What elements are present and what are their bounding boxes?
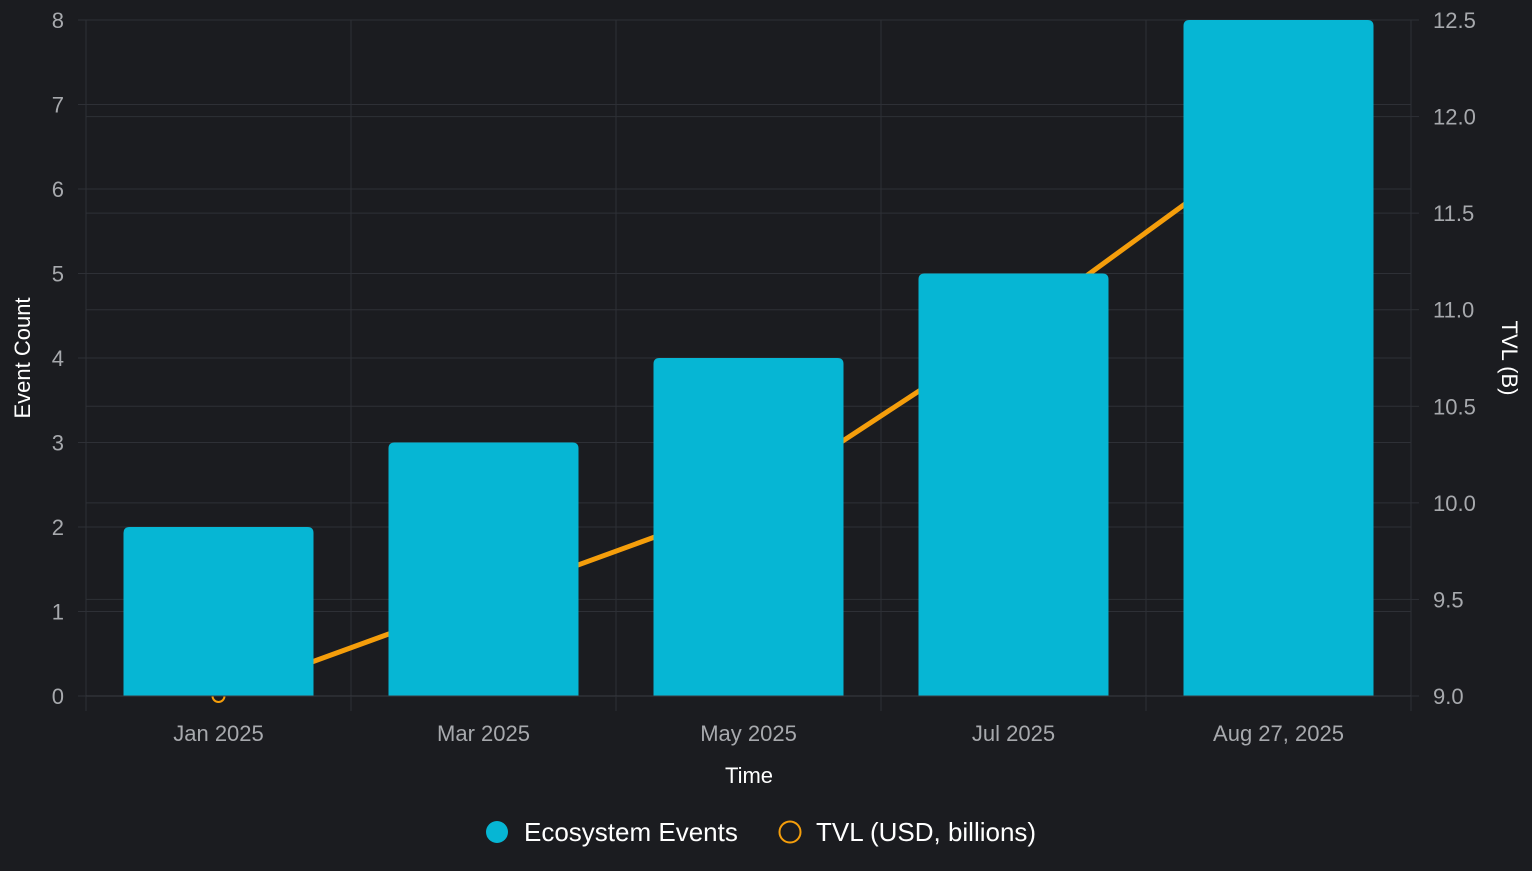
y-axis-title: Event Count [10, 297, 35, 418]
y-right-tick-label: 11.5 [1433, 201, 1474, 226]
y-tick-label: 2 [52, 515, 64, 540]
y-tick-label: 7 [52, 93, 64, 118]
y-tick-label: 8 [52, 8, 64, 33]
legend: Ecosystem Events TVL (USD, billions) [486, 817, 1036, 847]
y-right-tick-label: 11.0 [1433, 298, 1474, 323]
y-tick-label: 1 [52, 600, 64, 625]
y-right-tick-label: 10.5 [1433, 394, 1476, 419]
x-tick-label: Mar 2025 [437, 721, 530, 746]
event-bar[interactable] [653, 358, 844, 696]
y-right-tick-label: 12.5 [1433, 8, 1476, 33]
event-bar[interactable] [388, 442, 579, 697]
x-tick-label: May 2025 [700, 721, 797, 746]
y-tick-label: 3 [52, 431, 64, 456]
y-tick-label: 5 [52, 262, 64, 287]
legend-item-tvl[interactable]: TVL (USD, billions) [778, 817, 1037, 847]
legend-item-ecosystem-events[interactable]: Ecosystem Events [486, 817, 738, 847]
y-right-tick-label: 9.5 [1433, 587, 1464, 612]
y-axis-right-title: TVL (B) [1497, 321, 1522, 396]
x-tick-label: Jul 2025 [972, 721, 1055, 746]
x-tick-label: Jan 2025 [173, 721, 264, 746]
y-tick-label: 6 [52, 177, 64, 202]
event-bar[interactable] [1183, 20, 1374, 696]
y-right-tick-label: 9.0 [1433, 684, 1464, 709]
x-tick-label: Aug 27, 2025 [1213, 721, 1344, 746]
legend-label-tvl: TVL (USD, billions) [816, 817, 1036, 847]
legend-swatch-tvl [778, 820, 802, 844]
event-bar-series [123, 20, 1374, 697]
axes: 0 1 2 3 4 5 6 7 8 9.0 9.5 10.0 10.5 11.0 11.5 12.0 12.5 J… [52, 8, 1476, 746]
event-bar[interactable] [918, 273, 1109, 697]
y-right-tick-label: 10.0 [1433, 491, 1476, 516]
event-bar[interactable] [123, 527, 314, 696]
y-tick-label: 0 [52, 684, 64, 709]
legend-label-ecosystem-events: Ecosystem Events [524, 817, 738, 847]
y-right-tick-label: 12.0 [1433, 105, 1476, 130]
legend-swatch-ecosystem-events [486, 821, 508, 843]
y-tick-label: 4 [52, 346, 64, 371]
x-axis-title: Time [725, 763, 773, 788]
